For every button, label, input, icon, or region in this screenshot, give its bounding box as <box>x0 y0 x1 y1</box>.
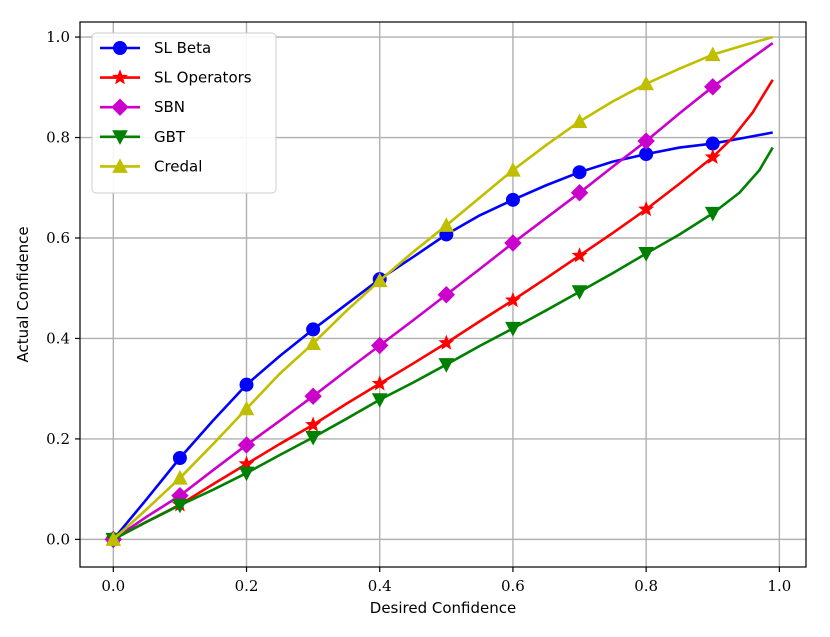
legend-label: Credal <box>154 157 202 175</box>
x-tick-label: 0.2 <box>235 577 259 595</box>
data-point-sl-operators <box>504 291 521 308</box>
x-tick-label: 0.8 <box>634 577 658 595</box>
legend-label: SL Operators <box>154 69 252 87</box>
series-line-sl-operators <box>112 79 774 541</box>
data-point-sl-operators <box>371 375 388 391</box>
legend-marker <box>112 158 128 173</box>
data-point-sl-operators <box>305 416 322 432</box>
legend-item-credal: Credal <box>100 157 202 175</box>
data-point-sl-beta <box>505 192 520 207</box>
data-point-gbt <box>571 285 588 300</box>
legend-label: SL Beta <box>154 39 211 57</box>
data-point-sl-beta <box>572 165 587 180</box>
data-point-sbn <box>437 286 456 304</box>
data-point-credal <box>438 217 455 232</box>
y-axis-label: Actual Confidence <box>14 226 32 362</box>
data-point-sbn <box>304 387 322 405</box>
legend-label: GBT <box>154 128 186 146</box>
legend-item-sbn: SBN <box>100 98 185 116</box>
series-sbn <box>104 42 774 549</box>
data-point-credal <box>704 46 721 62</box>
data-point-credal <box>571 113 588 128</box>
x-tick-label: 0.6 <box>501 577 525 595</box>
y-tick-label: 1.0 <box>46 28 70 46</box>
x-tick-label: 0.4 <box>368 577 392 595</box>
data-point-gbt <box>172 498 188 514</box>
data-point-sbn <box>371 336 389 355</box>
data-point-credal <box>305 335 321 350</box>
data-point-credal <box>105 531 122 546</box>
legend-item-sl-beta: SL Beta <box>100 39 211 57</box>
data-point-credal <box>172 470 188 485</box>
axis-ticks: 0.0 0.2 0.4 0.6 0.8 1.0 0.0 0.2 0.4 0.6 0.8 1.0 <box>46 28 791 595</box>
legend-marker <box>111 98 129 116</box>
data-point-gbt <box>704 206 721 222</box>
series-layer <box>104 35 774 549</box>
legend-label: SBN <box>154 98 185 116</box>
series-credal <box>105 35 774 546</box>
y-tick-label: 0.4 <box>46 329 70 347</box>
data-point-credal <box>505 162 521 177</box>
series-gbt <box>105 146 774 548</box>
data-point-sl-beta <box>239 377 254 392</box>
data-point-gbt <box>238 466 255 482</box>
y-tick-label: 0.0 <box>46 530 70 548</box>
data-point-sbn <box>704 78 722 96</box>
data-point-gbt <box>438 358 455 373</box>
legend-item-gbt: GBT <box>100 128 186 146</box>
data-point-gbt <box>305 430 321 446</box>
data-point-credal <box>371 272 388 288</box>
data-point-sl-beta <box>306 322 321 337</box>
data-point-sl-operators <box>438 334 455 350</box>
data-point-credal <box>638 75 654 91</box>
data-point-gbt <box>371 393 388 408</box>
data-point-sbn <box>637 132 655 150</box>
plot-frame <box>79 21 807 568</box>
legend-marker <box>113 41 127 55</box>
y-tick-label: 0.2 <box>46 430 70 448</box>
x-tick-label: 1.0 <box>767 577 791 595</box>
x-tick-label: 0.0 <box>101 577 125 595</box>
y-tick-label: 0.8 <box>46 129 70 147</box>
legend-marker <box>112 130 128 145</box>
data-point-sl-operators <box>638 200 655 217</box>
legend-box <box>91 32 277 194</box>
data-point-sbn <box>504 234 522 252</box>
series-line-gbt <box>112 146 774 541</box>
data-point-sl-operators <box>704 148 721 164</box>
legend-item-sl-operators: SL Operators <box>100 69 252 87</box>
legend: SL Beta SL Operators SBN GBT Credal <box>91 32 277 194</box>
data-point-sl-beta <box>172 451 187 465</box>
y-tick-label: 0.6 <box>46 229 70 247</box>
data-point-sbn <box>570 184 589 202</box>
data-point-sl-beta <box>705 136 720 151</box>
data-point-credal <box>238 400 255 416</box>
data-point-gbt <box>638 247 654 262</box>
legend-marker <box>112 69 128 85</box>
x-axis-label: Desired Confidence <box>370 599 516 617</box>
data-point-gbt <box>505 321 521 337</box>
data-point-sl-operators <box>571 247 588 263</box>
data-point-sbn <box>237 436 256 454</box>
